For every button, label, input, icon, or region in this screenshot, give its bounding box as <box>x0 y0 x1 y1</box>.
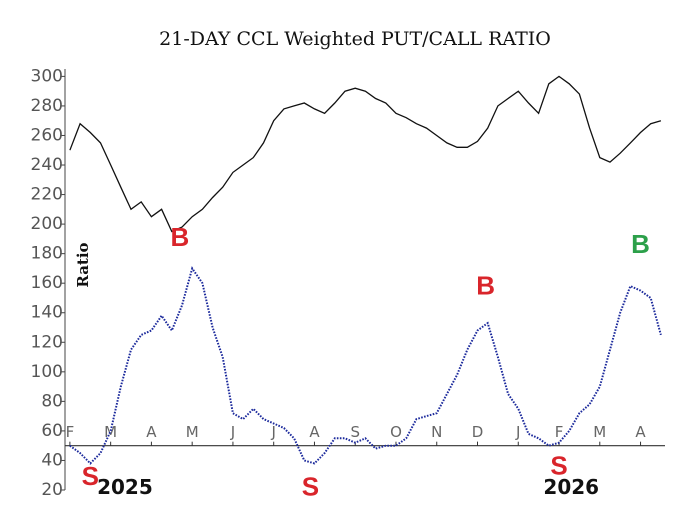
year-label: 2025 <box>97 475 153 499</box>
x-tick-label: M <box>104 423 117 441</box>
series-line <box>69 75 662 233</box>
x-tick-label: A <box>146 423 157 441</box>
annotation: B <box>476 270 495 300</box>
y-tick-label: 100 <box>31 362 63 382</box>
y-tick-label: 240 <box>31 155 63 175</box>
x-tick-label: J <box>270 423 275 441</box>
y-tick-label: 220 <box>31 185 63 205</box>
x-tick-label: S <box>350 423 360 441</box>
x-tick-label: J <box>515 423 520 441</box>
y-tick-label: 40 <box>41 450 63 470</box>
x-tick-label: F <box>66 423 75 441</box>
y-tick-label: 260 <box>31 125 63 145</box>
x-tick-label: D <box>472 423 484 441</box>
x-tick-label: M <box>593 423 606 441</box>
y-axis-label: Ratio <box>74 242 92 287</box>
y-tick-label: 180 <box>31 244 63 264</box>
x-tick-label: M <box>186 423 199 441</box>
y-tick-label: 120 <box>31 332 63 352</box>
x-tick-label: A <box>309 423 320 441</box>
chart-title: 21-DAY CCL Weighted PUT/CALL RATIO <box>159 28 551 50</box>
x-tick-label: A <box>635 423 646 441</box>
annotation: S <box>302 471 319 501</box>
annotation: B <box>631 229 650 259</box>
y-tick-label: 200 <box>31 214 63 234</box>
y-tick-label: 160 <box>31 273 63 293</box>
y-tick-label: 60 <box>41 421 63 441</box>
y-tick-label: 140 <box>31 303 63 323</box>
annotation: B <box>171 222 190 252</box>
y-tick-label: 80 <box>41 391 63 411</box>
year-label: 2026 <box>543 475 599 499</box>
series-line <box>69 266 662 465</box>
annotation: S <box>550 451 567 481</box>
y-tick-label: 300 <box>31 66 63 86</box>
y-tick-label: 20 <box>41 480 63 500</box>
annotation: S <box>82 461 99 491</box>
x-tick-label: J <box>230 423 235 441</box>
x-tick-label: O <box>390 423 402 441</box>
y-tick-label: 280 <box>31 96 63 116</box>
x-tick-label: N <box>431 423 442 441</box>
x-tick-label: F <box>555 423 564 441</box>
